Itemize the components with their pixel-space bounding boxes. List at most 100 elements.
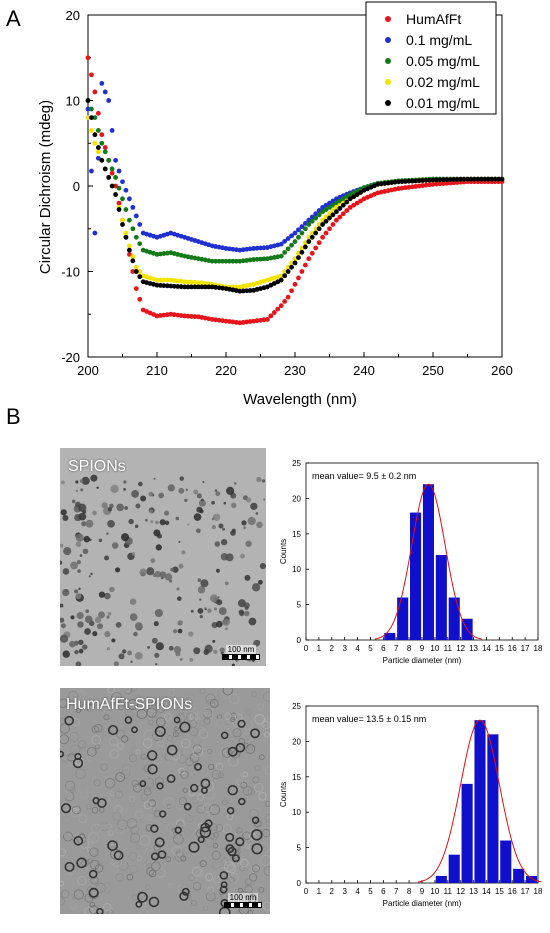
particle <box>219 871 229 880</box>
particle <box>215 824 224 832</box>
cd-data-point <box>209 258 215 264</box>
particle <box>199 826 212 838</box>
cd-data-point <box>158 282 163 288</box>
particle <box>263 498 266 501</box>
particle <box>220 651 224 655</box>
particle <box>90 474 98 482</box>
cd-data-point <box>196 284 201 290</box>
cd-data-point <box>130 254 136 259</box>
histogram-x-tick-label: 7 <box>394 887 399 896</box>
particle <box>104 631 111 638</box>
particle <box>130 825 140 835</box>
histogram-y-tick-label: 20 <box>292 737 301 746</box>
cd-data-point <box>282 273 288 279</box>
cd-data-point <box>358 190 363 195</box>
particle <box>144 884 151 891</box>
particle <box>123 480 127 484</box>
particle <box>153 755 163 765</box>
particle <box>77 876 87 886</box>
cd-data-point <box>323 202 329 208</box>
particle <box>88 832 99 843</box>
panel-letter-b: B <box>6 404 21 429</box>
particle <box>193 489 199 495</box>
particle <box>145 518 148 522</box>
particle <box>146 867 155 876</box>
particle <box>154 570 162 578</box>
histogram-x-axis-label: Particle diameter (nm) <box>383 899 462 908</box>
particle <box>193 647 201 655</box>
cd-data-point <box>316 222 322 227</box>
particle <box>258 886 265 893</box>
cd-data-point <box>109 128 115 133</box>
cd-data-point <box>233 258 239 264</box>
particle <box>61 754 69 763</box>
cd-data-point <box>444 177 450 183</box>
particle <box>151 779 162 790</box>
histogram-x-tick-label: 5 <box>368 644 373 653</box>
cd-data-point <box>413 178 419 184</box>
histogram-bar <box>384 632 396 640</box>
cd-data-point <box>185 279 191 285</box>
particle <box>212 639 216 643</box>
particle <box>252 776 260 784</box>
particle <box>251 865 260 874</box>
particle <box>143 764 152 773</box>
particle <box>189 657 194 662</box>
particle <box>61 623 66 629</box>
particle <box>217 712 224 718</box>
cd-data-point <box>282 250 288 255</box>
cd-data-point <box>126 252 132 257</box>
histogram-y-tick-label: 10 <box>292 808 301 817</box>
particle <box>64 829 75 840</box>
particle <box>84 907 94 914</box>
particle <box>196 493 202 499</box>
particle <box>62 815 72 825</box>
histogram-x-tick-label: 7 <box>394 644 399 653</box>
cd-data-point <box>347 204 353 210</box>
particle <box>202 480 205 484</box>
particle <box>132 783 142 793</box>
particle <box>88 869 98 879</box>
particle <box>74 589 79 594</box>
particle <box>247 516 256 526</box>
cd-data-point <box>254 245 260 251</box>
cd-data-point <box>95 128 101 133</box>
particle <box>74 650 79 655</box>
particle <box>147 764 158 775</box>
particle <box>128 688 137 692</box>
particle <box>209 594 218 603</box>
particle <box>116 729 126 739</box>
particle <box>70 717 78 725</box>
particle <box>255 512 259 515</box>
cd-data-point <box>130 204 136 210</box>
cd-data-point <box>113 183 118 189</box>
particle <box>129 864 139 874</box>
cd-series-0-01-mg-ml <box>85 98 505 294</box>
particle <box>197 608 204 614</box>
histogram-x-tick-label: 13 <box>469 887 478 896</box>
particle <box>224 713 232 720</box>
particle <box>148 869 157 878</box>
cd-data-point <box>285 264 291 270</box>
cd-data-point <box>85 55 91 61</box>
cd-data-point <box>85 98 91 103</box>
particle <box>60 848 66 857</box>
particle <box>245 708 252 716</box>
cd-data-point <box>320 204 325 210</box>
particle <box>124 688 130 693</box>
particle <box>111 691 122 703</box>
particle <box>188 841 200 853</box>
cd-data-point <box>478 176 484 182</box>
cd-data-point <box>182 313 188 319</box>
particle <box>211 500 215 505</box>
particle <box>168 759 176 767</box>
histogram-x-tick-label: 16 <box>508 887 517 896</box>
particle <box>89 902 96 908</box>
particle <box>129 598 137 606</box>
particle <box>199 509 204 514</box>
particle <box>65 780 76 791</box>
particle <box>75 768 86 779</box>
particle <box>98 591 106 598</box>
cd-legend-label: 0.01 mg/mL <box>406 95 480 111</box>
particle <box>139 568 147 576</box>
